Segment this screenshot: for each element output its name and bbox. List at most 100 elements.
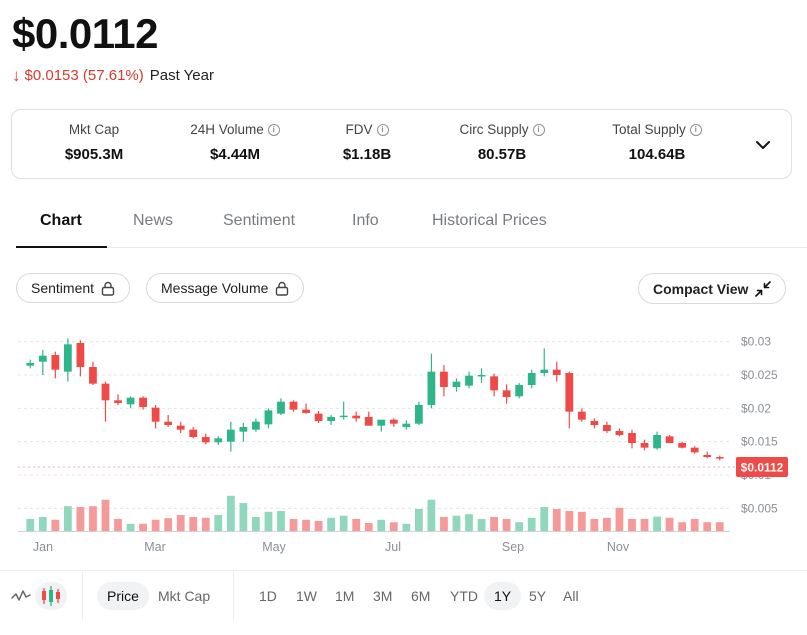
candle-body: [289, 401, 298, 410]
candle-body: [327, 417, 336, 421]
stat-label: Circ Supply i: [447, 122, 557, 137]
range-5y-button[interactable]: 5Y: [529, 588, 547, 604]
y-tick-label: $0.015: [741, 435, 778, 449]
volume-bar: [339, 515, 348, 531]
candle-body: [339, 415, 348, 418]
info-icon[interactable]: i: [376, 123, 389, 136]
volume-bar: [201, 517, 210, 531]
stat-value: $4.44M: [209, 146, 261, 163]
candle-body: [51, 355, 60, 370]
candle-body: [590, 421, 599, 425]
volume-bar: [615, 507, 624, 531]
x-tick-label: Nov: [607, 540, 630, 554]
tab-bar: Chart News Sentiment Info Historical Pri…: [16, 198, 807, 248]
candle-body: [164, 421, 173, 425]
candle-body: [603, 425, 611, 431]
current-price: $0.0112: [12, 10, 159, 57]
candle-body: [490, 376, 498, 391]
range-all-button[interactable]: All: [563, 588, 579, 604]
range-1y-button[interactable]: 1Y: [484, 582, 522, 610]
candle-body: [703, 455, 712, 457]
stat-24h-volume: 24H Volume i $4.44M: [180, 122, 290, 163]
range-1m-button[interactable]: 1M: [335, 588, 355, 604]
range-1w-button[interactable]: 1W: [296, 588, 317, 604]
candle-body: [577, 411, 586, 420]
candle-body: [640, 443, 649, 448]
volume-bar: [389, 522, 398, 531]
x-axis-labels: Jan Mar May Jul Sep Nov: [33, 540, 630, 554]
candlestick-chart-icon[interactable]: [35, 582, 67, 610]
compact-view-label: Compact View: [653, 280, 749, 297]
info-icon[interactable]: i: [532, 123, 545, 136]
candle-body: [477, 375, 486, 377]
volume-bar: [678, 522, 687, 531]
candle-body: [314, 413, 323, 421]
volume-bar: [665, 517, 674, 531]
volume-bar: [63, 506, 72, 531]
volume-bar: [51, 519, 60, 531]
candle-body: [126, 397, 135, 405]
stat-label: Total Supply i: [597, 122, 717, 137]
compact-view-button[interactable]: Compact View: [638, 273, 787, 304]
candle-body: [665, 436, 674, 443]
tab-sentiment[interactable]: Sentiment: [223, 212, 296, 229]
volume-bar: [603, 517, 611, 531]
candle-body: [615, 431, 624, 435]
candle-body: [38, 355, 47, 362]
metric-mkt-cap-button[interactable]: Mkt Cap: [158, 588, 211, 604]
stat-total-supply: Total Supply i 104.64B: [597, 122, 717, 163]
candle-body: [76, 343, 85, 367]
candle-body: [678, 443, 687, 448]
volume-bar: [38, 517, 47, 531]
tab-chart[interactable]: Chart: [40, 212, 82, 229]
volume-bar: [414, 509, 423, 531]
metric-price-button[interactable]: Price: [97, 582, 149, 610]
x-tick-label: Mar: [144, 540, 166, 554]
candle-body: [114, 400, 122, 403]
candle-body: [452, 381, 461, 387]
volume-bar: [377, 519, 386, 531]
candle-body: [26, 363, 35, 366]
stats-card: Mkt Cap $905.3M 24H Volume i $4.44M FDV i …: [11, 109, 792, 179]
volume-bar: [402, 523, 411, 531]
range-3m-button[interactable]: 3M: [373, 588, 393, 604]
volume-bar: [314, 521, 323, 531]
chevron-down-icon[interactable]: [753, 135, 773, 155]
range-ytd-button[interactable]: YTD: [450, 588, 478, 604]
range-1d-button[interactable]: 1D: [259, 588, 277, 604]
tab-historical-prices[interactable]: Historical Prices: [432, 212, 547, 229]
volume-bar: [189, 517, 198, 531]
candle-body: [540, 369, 549, 373]
info-icon[interactable]: i: [267, 123, 280, 136]
candle-body: [502, 390, 511, 397]
candle-body: [402, 423, 411, 427]
candle-body: [302, 409, 310, 413]
candle-body: [552, 369, 561, 375]
line-chart-icon[interactable]: [11, 586, 31, 606]
volume-bar: [226, 495, 235, 531]
candle-body: [63, 344, 72, 372]
tab-info[interactable]: Info: [352, 212, 379, 229]
volume-bar: [502, 519, 511, 531]
stat-value: 80.57B: [477, 146, 527, 163]
volume-bar: [515, 522, 524, 531]
current-price-tag-box: [736, 457, 788, 477]
stat-circ-supply: Circ Supply i 80.57B: [447, 122, 557, 163]
range-6m-button[interactable]: 6M: [411, 588, 431, 604]
info-icon[interactable]: i: [689, 123, 702, 136]
tab-news[interactable]: News: [133, 212, 174, 229]
volume-bar: [139, 523, 147, 531]
volume-layer: [26, 495, 724, 531]
price-chart[interactable]: $0.03$0.025$0.02$0.015$0.01$0.005 JanMar…: [0, 325, 807, 560]
message-volume-overlay-button[interactable]: Message Volume: [146, 273, 305, 303]
grid-layer: [18, 341, 730, 532]
arrow-down-icon: ↓: [12, 66, 21, 85]
volume-bar: [176, 515, 185, 531]
volume-bar: [490, 517, 498, 531]
candle-body: [239, 427, 248, 432]
lock-icon: [276, 281, 289, 296]
candle-body: [214, 438, 223, 443]
price-chart-svg[interactable]: $0.03$0.025$0.02$0.015$0.01$0.005 JanMar…: [0, 325, 807, 560]
volume-bar: [628, 519, 636, 531]
sentiment-overlay-button[interactable]: Sentiment: [16, 273, 131, 303]
